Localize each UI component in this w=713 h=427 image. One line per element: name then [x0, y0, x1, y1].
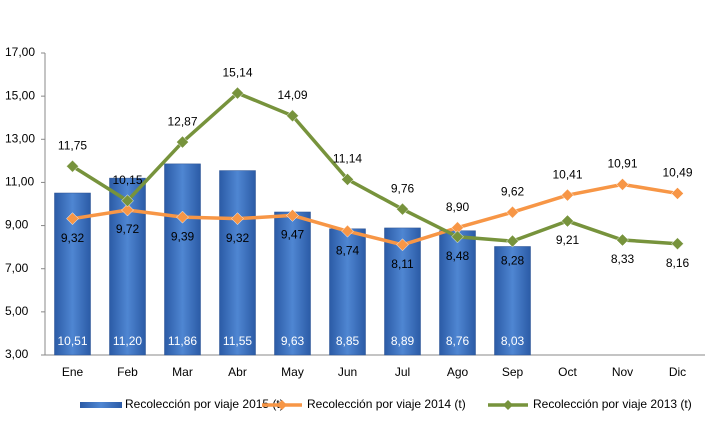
data-label: 8,16	[666, 256, 690, 270]
marker	[396, 238, 409, 252]
data-label: 9,72	[116, 222, 140, 236]
bar-value-label: 8,85	[336, 334, 360, 348]
x-tick-label: Jul	[395, 365, 410, 379]
legend-marker	[277, 400, 287, 410]
bar	[219, 170, 256, 356]
marker	[121, 194, 134, 208]
bar	[494, 246, 531, 356]
data-label: 8,74	[336, 243, 360, 257]
marker	[176, 135, 189, 149]
bar	[164, 163, 201, 356]
y-tick-label: 9,00	[5, 218, 29, 232]
marker	[341, 173, 354, 186]
bar-value-label: 11,20	[113, 334, 142, 348]
legend-label: Recolección por viaje 2013 (t)	[533, 397, 692, 411]
y-tick-label: 17,00	[5, 45, 35, 59]
marker	[561, 188, 574, 202]
data-label: 9,39	[171, 229, 195, 243]
legend-label: Recolección por viaje 2014 (t)	[307, 397, 466, 411]
marker	[506, 234, 519, 248]
x-tick-label: Ago	[447, 365, 469, 379]
data-label: 9,62	[501, 184, 525, 198]
bar-value-label: 11,86	[168, 334, 197, 348]
x-tick-label: Jun	[338, 365, 357, 379]
marker	[616, 233, 629, 247]
data-label: 11,14	[333, 152, 362, 166]
y-tick-label: 7,00	[5, 261, 29, 275]
data-label: 10,49	[662, 166, 692, 180]
y-tick-label: 11,00	[5, 175, 34, 189]
marker	[231, 212, 244, 226]
marker	[616, 178, 629, 191]
marker	[341, 224, 354, 238]
bar-value-label: 8,89	[391, 334, 415, 348]
data-label: 8,90	[446, 200, 470, 214]
x-tick-label: Mar	[172, 365, 193, 379]
bar-value-label: 8,76	[446, 334, 470, 348]
y-tick-label: 5,00	[5, 304, 29, 318]
x-tick-label: Abr	[228, 365, 247, 379]
data-label: 11,75	[58, 138, 87, 152]
marker	[176, 210, 189, 224]
data-label: 9,76	[391, 181, 415, 195]
y-tick-label: 15,00	[5, 88, 35, 102]
data-label: 9,32	[61, 231, 85, 245]
data-label: 8,11	[391, 257, 414, 271]
bar	[329, 228, 366, 356]
legend-label: Recolección por viaje 2015 (t)	[125, 397, 284, 411]
marker	[561, 214, 574, 228]
data-label: 9,32	[226, 231, 250, 245]
data-label: 10,91	[607, 157, 637, 171]
data-label: 10,41	[552, 167, 582, 181]
x-tick-label: Dic	[669, 365, 686, 379]
x-tick-label: Ene	[62, 365, 84, 379]
legend-swatch	[80, 402, 122, 408]
data-label: 14,09	[277, 88, 307, 102]
bar-value-label: 9,63	[281, 334, 305, 348]
y-tick-label: 3,00	[5, 347, 29, 361]
data-label: 9,47	[281, 228, 305, 242]
x-tick-label: Oct	[558, 365, 577, 379]
marker	[66, 212, 79, 226]
line	[72, 182, 678, 247]
data-label: 9,21	[556, 233, 580, 247]
data-label: 8,28	[501, 253, 525, 267]
legend-marker	[503, 400, 513, 410]
bar-value-label: 11,55	[223, 334, 252, 348]
y-tick-label: 13,00	[5, 131, 35, 145]
data-label: 10,15	[112, 173, 142, 187]
marker	[671, 187, 684, 200]
data-label: 12,87	[167, 114, 197, 128]
line	[71, 91, 678, 246]
bar	[274, 211, 311, 356]
marker	[66, 159, 79, 173]
marker	[506, 205, 519, 219]
x-tick-label: Sep	[502, 365, 524, 379]
marker	[286, 209, 299, 222]
data-label: 8,33	[611, 252, 635, 266]
marker	[396, 202, 409, 216]
bar-value-label: 8,03	[501, 334, 525, 348]
x-tick-label: May	[281, 365, 304, 379]
bar	[439, 230, 476, 356]
data-label: 8,48	[446, 249, 470, 263]
marker	[231, 86, 244, 100]
marker	[671, 237, 684, 251]
marker	[121, 203, 134, 217]
x-tick-label: Feb	[117, 365, 138, 379]
marker	[451, 230, 464, 244]
data-label: 15,14	[222, 65, 252, 79]
bar-value-label: 10,51	[57, 334, 87, 348]
marker	[286, 109, 299, 123]
x-tick-label: Nov	[612, 365, 633, 379]
